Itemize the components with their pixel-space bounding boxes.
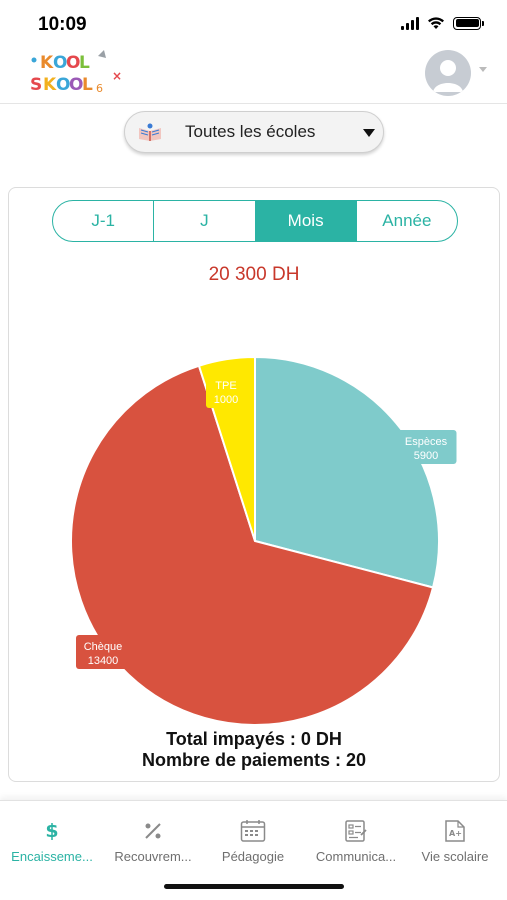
home-indicator	[164, 884, 344, 889]
tab-label: Recouvrem...	[114, 849, 192, 864]
period-tab-j[interactable]: J	[154, 201, 256, 241]
tab-label: Communica...	[315, 849, 397, 864]
status-icons	[401, 16, 484, 30]
pie-label-value: 1000	[214, 394, 238, 406]
tab-encaissement[interactable]: $ Encaisseme...	[2, 819, 102, 864]
percent-icon	[103, 819, 203, 843]
wifi-icon	[428, 17, 444, 29]
svg-text:L: L	[82, 75, 93, 95]
tab-recouvrement[interactable]: Recouvrem...	[103, 819, 203, 864]
open-book-icon	[139, 123, 161, 141]
pie-label-name: Espèces	[405, 436, 448, 448]
pie-label-name: Chèque	[84, 641, 123, 653]
svg-text:S: S	[30, 75, 42, 95]
svg-text:O: O	[69, 75, 83, 95]
svg-text:L: L	[79, 53, 90, 73]
calendar-icon	[203, 819, 303, 843]
school-select[interactable]: Toutes les écoles	[124, 111, 384, 153]
app-header: K O O L S K O O L 6 ×	[0, 44, 507, 104]
form-icon	[306, 819, 406, 843]
pie-label-chque: Chèque 13400	[76, 635, 130, 669]
pie-label-espces: Espèces 5900	[395, 430, 457, 464]
kool-skool-logo: K O O L S K O O L 6 ×	[30, 50, 122, 95]
svg-text:K: K	[43, 75, 57, 95]
pie-label-value: 5900	[414, 450, 438, 462]
tab-label: Encaisseme...	[11, 849, 93, 864]
cellular-signal-icon	[401, 16, 419, 30]
bottom-tab-bar: $ Encaisseme... Recouvrem... Pédagogie	[0, 800, 507, 900]
dollar-icon: $	[45, 820, 59, 842]
tab-label: Vie scolaire	[421, 849, 489, 864]
total-unpaid: Total impayés : 0 DH	[166, 729, 342, 749]
svg-text:O: O	[53, 53, 67, 73]
svg-text:×: ×	[112, 69, 122, 83]
pie-label-tpe: TPE 1000	[206, 374, 246, 408]
svg-text:A+: A+	[449, 829, 462, 838]
total-amount: 20 300 DH	[208, 264, 300, 285]
svg-text:6: 6	[96, 82, 103, 95]
payment-method-pie-chart: Espèces 5900 Chèque 13400 TPE 1000	[70, 355, 457, 726]
tab-label: Pédagogie	[221, 849, 285, 864]
collections-card: J-1 J Mois Année 20 300 DH Espèces 5900 Ch…	[8, 187, 500, 782]
pie-label-value: 13400	[88, 655, 119, 667]
status-time: 10:09	[38, 14, 87, 35]
status-bar: 10:09	[0, 0, 507, 44]
svg-text:O: O	[56, 75, 70, 95]
tab-vie-scolaire[interactable]: A+ Vie scolaire	[405, 819, 505, 864]
school-select-value: Toutes les écoles	[185, 122, 316, 141]
pie-slice-chque[interactable]	[70, 364, 435, 726]
period-tab-j-1[interactable]: J-1	[53, 201, 155, 241]
battery-icon	[453, 16, 484, 30]
user-avatar-icon	[433, 60, 463, 92]
svg-text:O: O	[66, 53, 80, 73]
svg-text:K: K	[40, 53, 54, 73]
chevron-down-icon[interactable]	[479, 67, 487, 72]
period-tab-annee[interactable]: Année	[382, 211, 432, 230]
caret-down-icon	[363, 129, 375, 137]
period-tab-mois[interactable]: Mois	[255, 201, 357, 241]
pie-slice-espces[interactable]	[254, 355, 440, 589]
document-grade-icon: A+	[405, 819, 505, 843]
summary: Total impayés : 0 DH Nombre de paiements…	[9, 729, 499, 771]
tab-communication[interactable]: Communica...	[306, 819, 406, 864]
user-avatar[interactable]	[425, 50, 471, 96]
payment-count: Nombre de paiements : 20	[141, 750, 367, 770]
period-segmented-control: J-1 J Mois Année	[52, 200, 458, 242]
pie-label-name: TPE	[215, 380, 236, 392]
tab-pedagogie[interactable]: Pédagogie	[203, 819, 303, 864]
